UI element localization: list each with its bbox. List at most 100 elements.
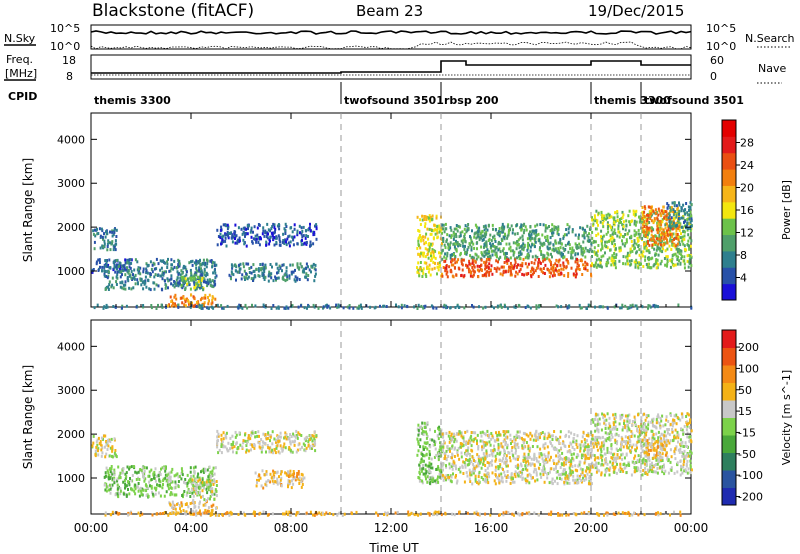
range-cell xyxy=(169,479,172,483)
range-cell xyxy=(529,230,531,234)
range-cell xyxy=(164,279,166,283)
range-cell xyxy=(517,303,520,307)
range-cell xyxy=(546,256,549,260)
range-cell xyxy=(222,223,225,227)
range-cell xyxy=(670,205,673,209)
range-cell xyxy=(676,220,679,224)
range-cell xyxy=(208,509,210,513)
range-cell xyxy=(469,235,471,238)
range-cell xyxy=(181,301,184,305)
range-cell xyxy=(204,274,207,278)
range-cell xyxy=(554,248,557,252)
range-cell xyxy=(283,442,286,446)
range-cell xyxy=(130,465,133,469)
range-cell xyxy=(192,501,195,505)
range-cell xyxy=(187,299,189,303)
range-cell xyxy=(307,228,310,232)
range-cell xyxy=(127,513,130,517)
range-cell xyxy=(153,275,156,279)
range-cell xyxy=(470,431,473,434)
range-cell xyxy=(129,266,132,270)
range-cell xyxy=(296,436,299,440)
range-cell xyxy=(657,213,660,217)
range-cell xyxy=(610,259,613,263)
range-cell xyxy=(209,283,212,287)
range-cell xyxy=(122,287,125,291)
range-cell xyxy=(673,510,675,514)
range-cell xyxy=(271,265,273,269)
range-cell xyxy=(658,233,661,237)
range-cell xyxy=(275,471,278,475)
range-cell xyxy=(233,445,236,449)
range-cell xyxy=(666,258,669,262)
range-cell xyxy=(435,479,438,483)
range-cell xyxy=(438,473,441,476)
range-cell xyxy=(509,245,512,249)
range-cell xyxy=(306,278,309,282)
range-cell xyxy=(690,306,693,310)
range-cell xyxy=(476,247,478,251)
range-cell xyxy=(630,220,633,224)
range-cell xyxy=(296,448,299,452)
range-cell xyxy=(285,510,288,514)
range-cell xyxy=(114,449,117,452)
range-cell xyxy=(584,264,587,268)
range-cell xyxy=(215,263,218,267)
range-cell xyxy=(477,233,480,237)
range-cell xyxy=(182,283,184,287)
range-cell xyxy=(108,283,111,286)
range-cell xyxy=(490,437,493,441)
range-cell xyxy=(526,244,529,247)
range-cell xyxy=(680,209,683,213)
range-cell xyxy=(104,455,107,459)
range-cell xyxy=(277,234,280,238)
range-cell xyxy=(479,236,481,240)
range-cell xyxy=(199,500,201,504)
range-cell xyxy=(195,259,198,263)
range-cell xyxy=(93,306,96,310)
range-cell xyxy=(254,304,257,308)
range-cell xyxy=(621,511,624,515)
range-cell xyxy=(102,306,105,310)
range-cell xyxy=(189,287,192,291)
range-cell xyxy=(591,230,594,234)
range-cell xyxy=(441,223,444,227)
range-cell xyxy=(111,240,114,244)
range-cell xyxy=(383,304,386,308)
range-cell xyxy=(173,303,176,307)
range-cell xyxy=(678,225,681,229)
range-cell xyxy=(114,493,117,497)
range-cell xyxy=(305,242,308,246)
range-cell xyxy=(107,444,110,448)
range-cell xyxy=(527,241,530,245)
range-cell xyxy=(660,227,663,231)
range-cell xyxy=(212,306,215,310)
range-cell xyxy=(171,500,174,504)
range-cell xyxy=(265,240,268,244)
range-cell xyxy=(435,481,438,485)
range-cell xyxy=(119,476,122,480)
range-cell xyxy=(580,250,583,254)
range-cell xyxy=(645,249,648,253)
range-cell xyxy=(272,451,275,455)
range-cell xyxy=(293,235,296,239)
range-cell xyxy=(678,217,681,221)
range-cell xyxy=(279,243,282,247)
range-cell xyxy=(206,278,209,282)
range-cell xyxy=(455,232,457,236)
range-cell xyxy=(421,429,424,433)
range-cell xyxy=(103,305,106,309)
range-cell xyxy=(299,262,302,266)
range-cell xyxy=(341,514,344,517)
range-cell xyxy=(213,481,216,484)
cpid-strip: themis 3300 twofsound 3501 rbsp 200 themis … xyxy=(94,82,744,107)
range-cell xyxy=(680,253,683,257)
range-cell xyxy=(179,282,181,286)
range-cell xyxy=(653,211,656,215)
range-cell xyxy=(432,229,435,233)
range-cell xyxy=(225,436,228,440)
range-cell xyxy=(519,236,522,240)
range-cell xyxy=(685,226,687,230)
range-cell xyxy=(607,230,610,234)
range-cell xyxy=(591,236,594,240)
